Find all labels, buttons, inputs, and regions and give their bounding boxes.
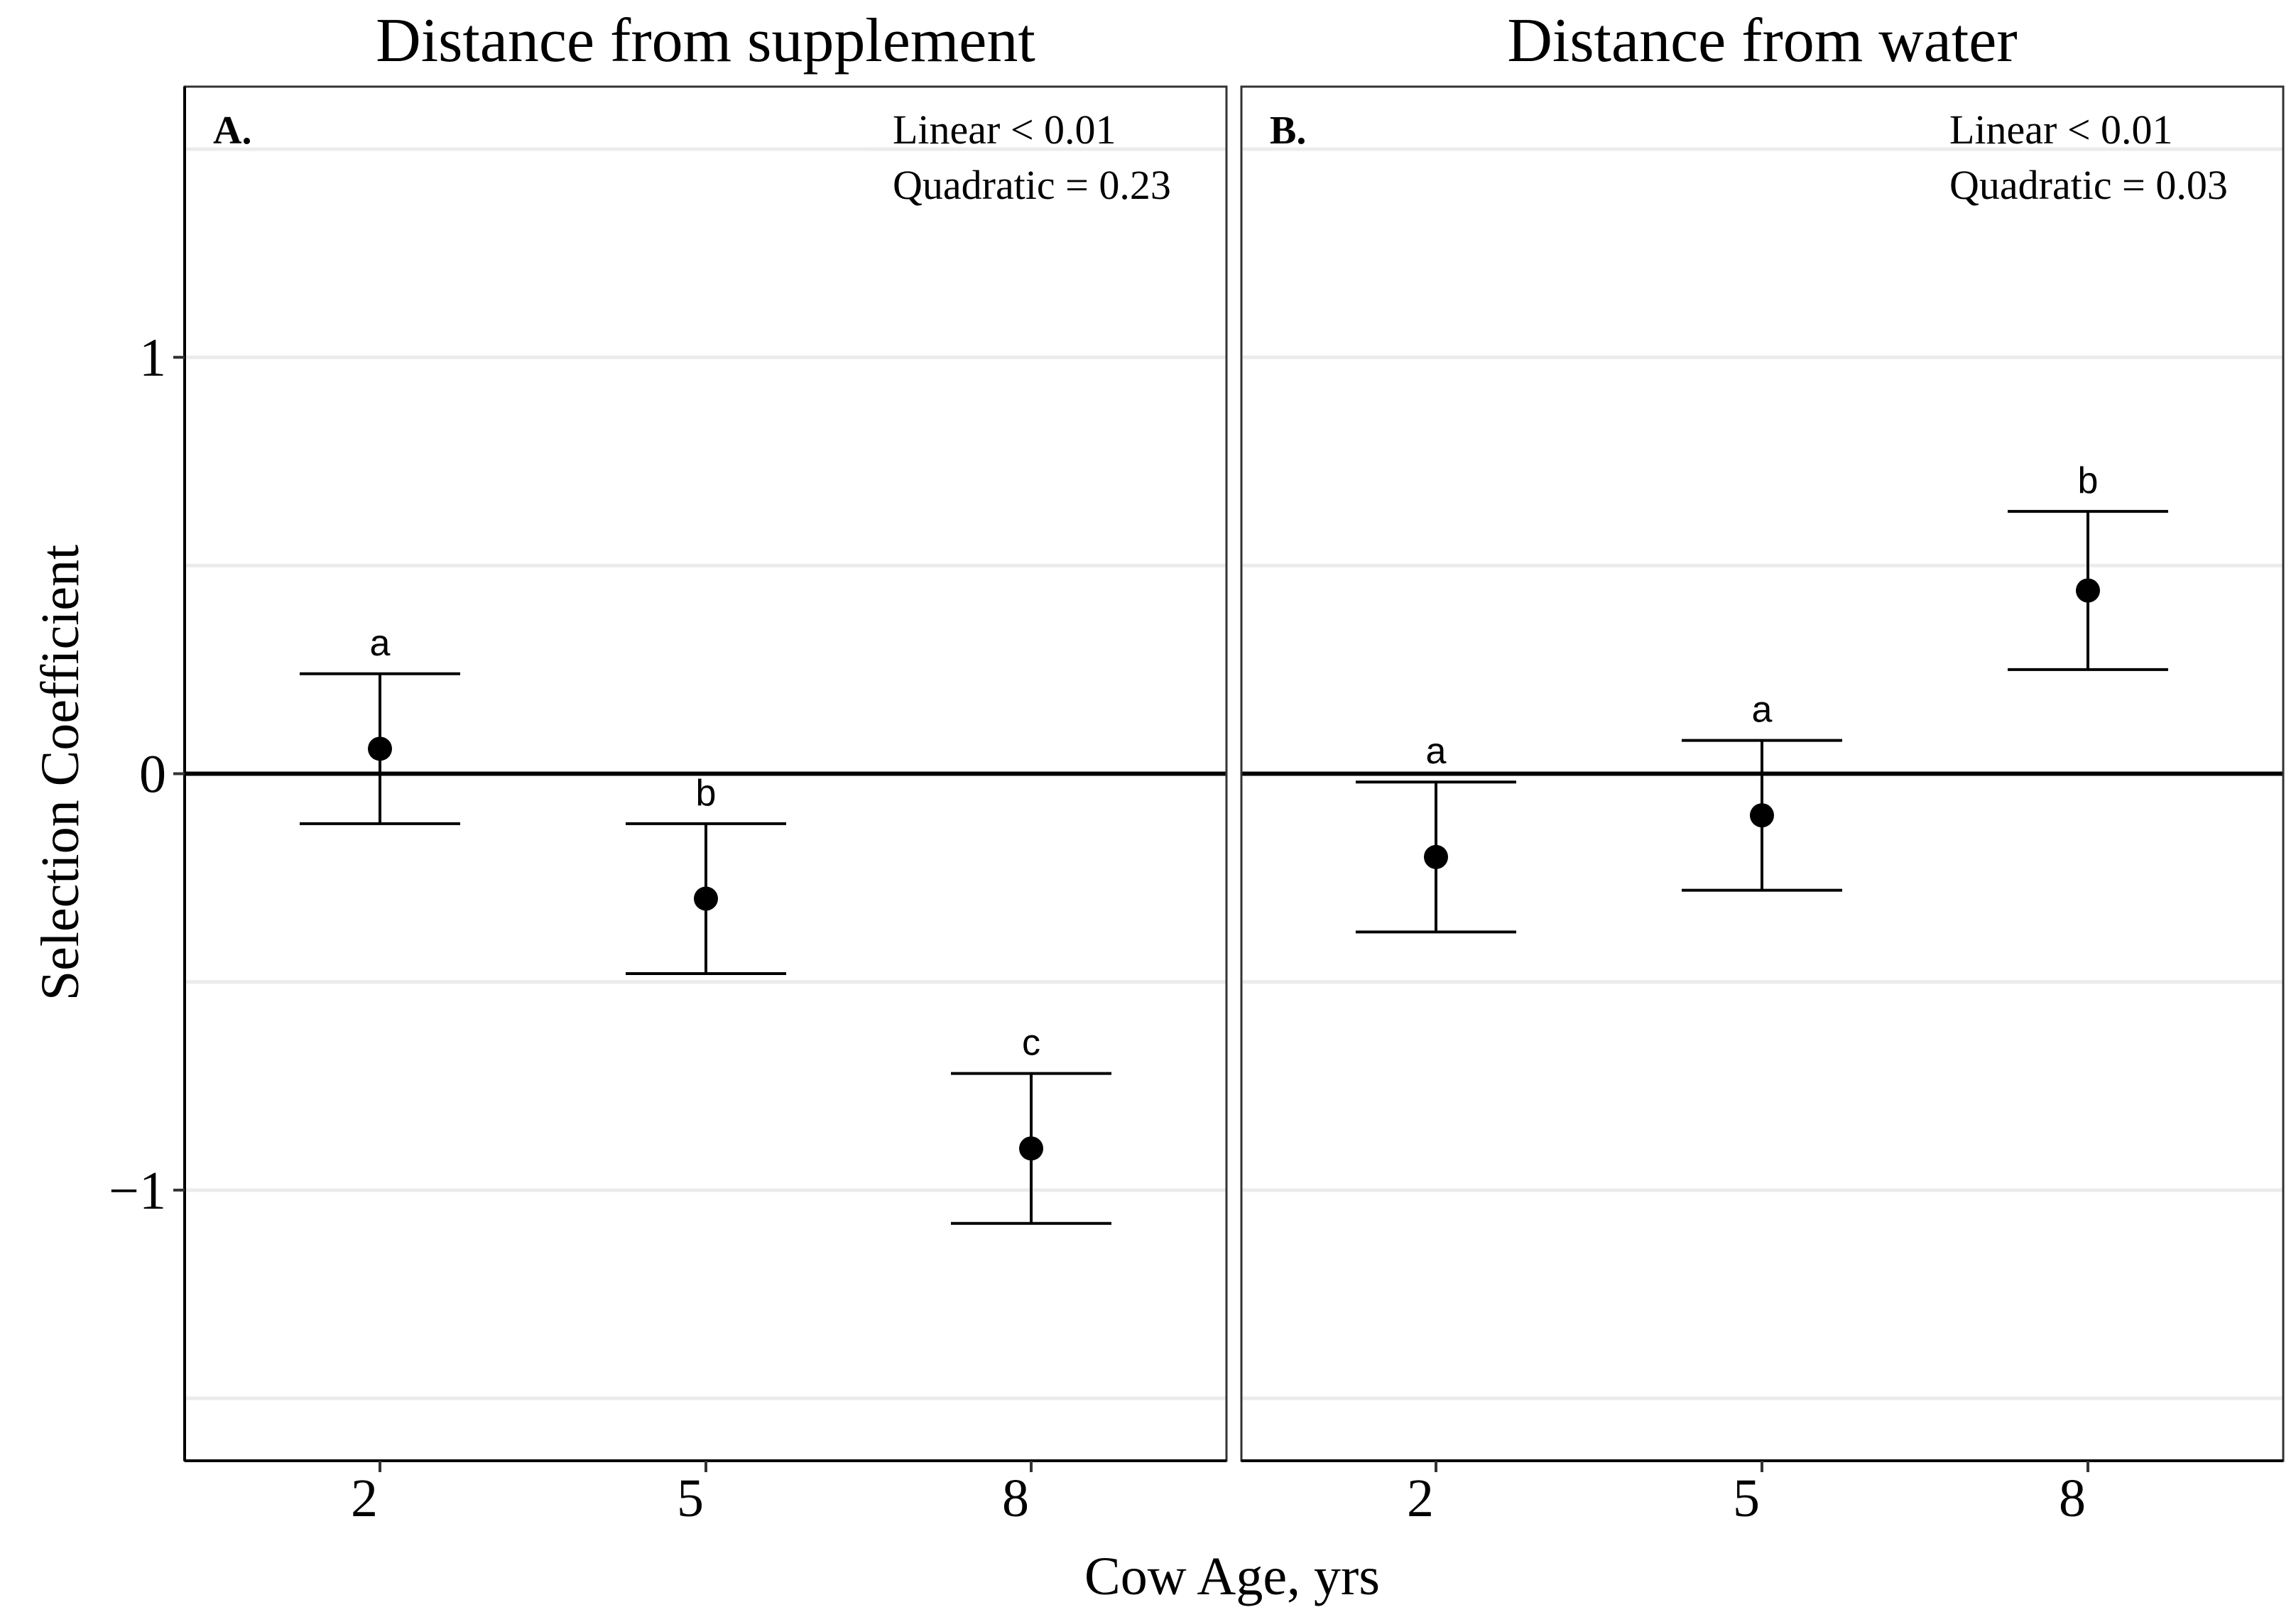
x-tick-label: 8 — [2059, 1469, 2086, 1528]
y-tick-label: −1 — [109, 1161, 166, 1221]
significance-letter: a — [370, 623, 391, 664]
x-axis-label: Cow Age, yrs — [1084, 1547, 1380, 1606]
significance-letter: a — [1426, 731, 1447, 772]
data-point — [694, 886, 718, 911]
data-point-group: a — [300, 623, 460, 825]
data-point-group: a — [1682, 690, 1842, 892]
panel-title: Distance from water — [1507, 6, 2017, 75]
stats-text: Linear < 0.01 — [1949, 107, 2173, 153]
data-point — [1424, 844, 1448, 869]
data-point-group: b — [2008, 460, 2168, 671]
stats-text: Quadratic = 0.23 — [893, 162, 1171, 208]
significance-letter: a — [1752, 690, 1773, 731]
significance-letter: c — [1022, 1023, 1040, 1064]
y-tick-label: 0 — [139, 745, 166, 805]
data-point — [1750, 803, 1774, 828]
x-tick-label: 2 — [1407, 1469, 1434, 1528]
stats-text: Quadratic = 0.03 — [1949, 162, 2228, 208]
data-point — [368, 736, 392, 761]
stats-text: Linear < 0.01 — [893, 107, 1116, 153]
x-tick-label: 5 — [1733, 1469, 1760, 1528]
panel-tag: B. — [1270, 109, 1306, 153]
panel-title: Distance from supplement — [376, 6, 1035, 75]
x-tick-label: 2 — [351, 1469, 378, 1528]
data-point-group: b — [626, 773, 786, 975]
significance-letter: b — [2078, 460, 2099, 501]
data-point-group: c — [951, 1023, 1111, 1225]
data-point — [1019, 1136, 1043, 1161]
significance-letter: b — [696, 773, 717, 814]
data-point-group: a — [1356, 731, 1516, 934]
y-tick-label: 1 — [139, 328, 166, 388]
x-tick-label: 8 — [1002, 1469, 1029, 1528]
y-axis-label: Selection Coefficient — [31, 545, 90, 1001]
panel-tag: A. — [213, 109, 251, 153]
data-point — [2076, 578, 2100, 603]
x-tick-label: 5 — [677, 1469, 704, 1528]
